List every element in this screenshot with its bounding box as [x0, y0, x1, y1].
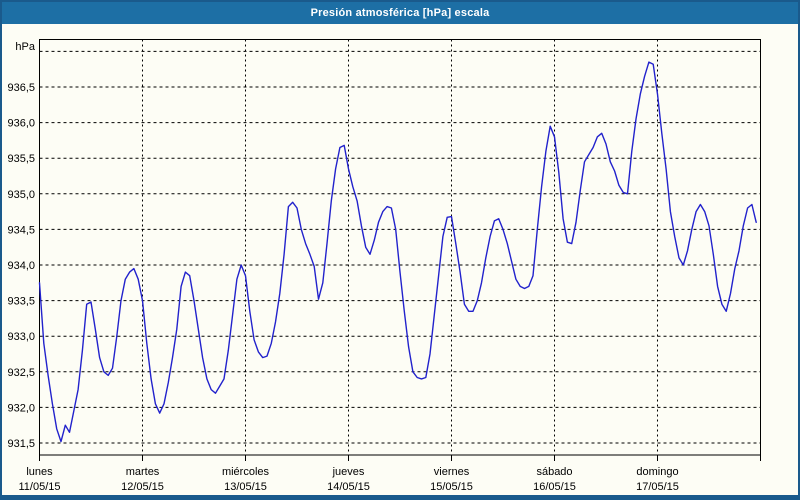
y-axis-unit-label: hPa: [15, 41, 35, 53]
y-axis-tick-label: 933,5: [7, 296, 35, 308]
x-axis-day-label: lunes: [26, 466, 53, 478]
y-axis-tick-label: 936,5: [7, 82, 35, 94]
plot-frame: [39, 39, 761, 456]
pressure-data-line: [38, 61, 757, 443]
pressure-line-chart: hPa 936,5 936,0 935,5 935,0 934,5 934,0 933,5 93…: [7, 39, 761, 493]
x-axis-date-label: 12/05/15: [121, 481, 164, 493]
x-axis-date-label: 17/05/15: [636, 481, 679, 493]
x-axis-day-label: domingo: [636, 466, 678, 478]
x-axis-day-label: martes: [126, 466, 160, 478]
x-axis-day-label: sábado: [536, 466, 572, 478]
y-axis-tick-label: 934,5: [7, 224, 35, 236]
y-axis-tick-label: 936,0: [7, 118, 35, 130]
chart-title: Presión atmosférica [hPa] escala: [310, 7, 490, 19]
y-axis-tick-label: 934,0: [7, 260, 35, 272]
x-axis-date-label: 15/05/15: [430, 481, 473, 493]
x-axis-date-label: 13/05/15: [224, 481, 267, 493]
x-axis-date-label: 11/05/15: [18, 481, 60, 493]
chart-title-bar: Presión atmosférica [hPa] escala: [2, 2, 798, 24]
x-axis-date-label: 14/05/15: [327, 481, 370, 493]
y-axis-tick-label: 935,0: [7, 189, 35, 201]
y-axis-tick-label: 932,0: [7, 402, 35, 414]
y-axis-tick-label: 931,5: [7, 438, 35, 450]
y-axis-tick-label: 935,5: [7, 153, 35, 165]
x-axis-date-label: 16/05/15: [533, 481, 576, 493]
x-axis-day-label: jueves: [332, 466, 365, 478]
x-axis-day-label: miércoles: [222, 466, 270, 478]
chart-area: hPa 936,5 936,0 935,5 935,0 934,5 934,0 933,5 93…: [2, 24, 796, 495]
y-axis-tick-label: 933,0: [7, 331, 35, 343]
y-axis-tick-label: 932,5: [7, 367, 35, 379]
x-axis-day-label: viernes: [434, 466, 470, 478]
